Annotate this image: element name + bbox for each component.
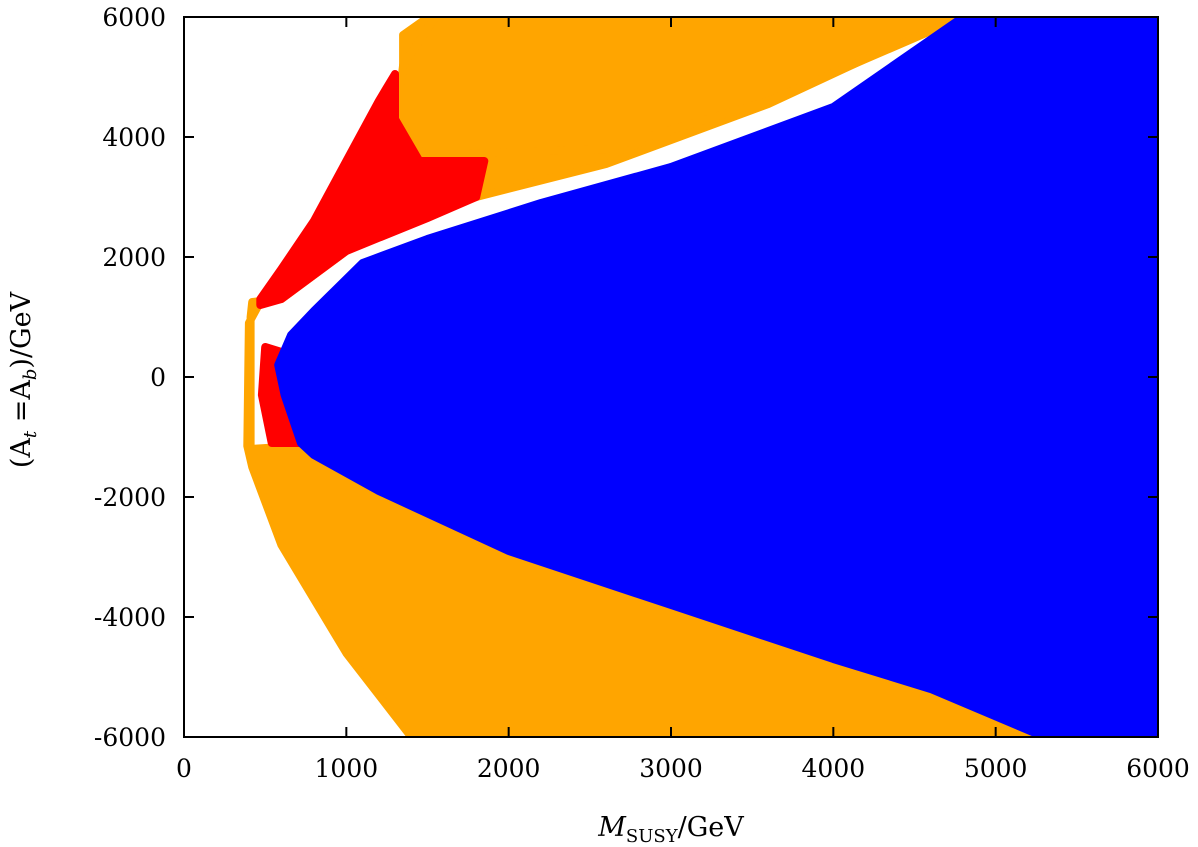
y-tick-label: -6000 [94,723,166,752]
x-tick-label: 2000 [477,754,541,783]
region-red-2 [256,70,489,309]
y-tick-label: 6000 [102,3,166,32]
y-axis-ticks: -6000 -4000 -2000 0 2000 4000 6000 [94,3,1158,752]
y-tick-label: 2000 [102,243,166,272]
y-axis-label: (At =Ab)/GeV [6,291,41,468]
x-tick-label: 1000 [315,754,379,783]
x-tick-label: 4000 [802,754,866,783]
y-tick-label: -2000 [94,483,166,512]
x-tick-label: 3000 [639,754,703,783]
region-blue-4 [274,17,1158,737]
data-regions [243,17,1158,737]
y-tick-label: 0 [150,363,166,392]
x-axis-label: MSUSY/GeV [597,812,744,847]
x-axis-ticks: 0 1000 2000 3000 4000 5000 6000 [176,17,1190,783]
y-tick-label: -4000 [94,603,166,632]
x-tick-label: 6000 [1126,754,1190,783]
region-orange-1 [391,17,968,159]
x-tick-label: 5000 [964,754,1028,783]
y-tick-label: 4000 [102,123,166,152]
x-tick-label: 0 [176,754,192,783]
